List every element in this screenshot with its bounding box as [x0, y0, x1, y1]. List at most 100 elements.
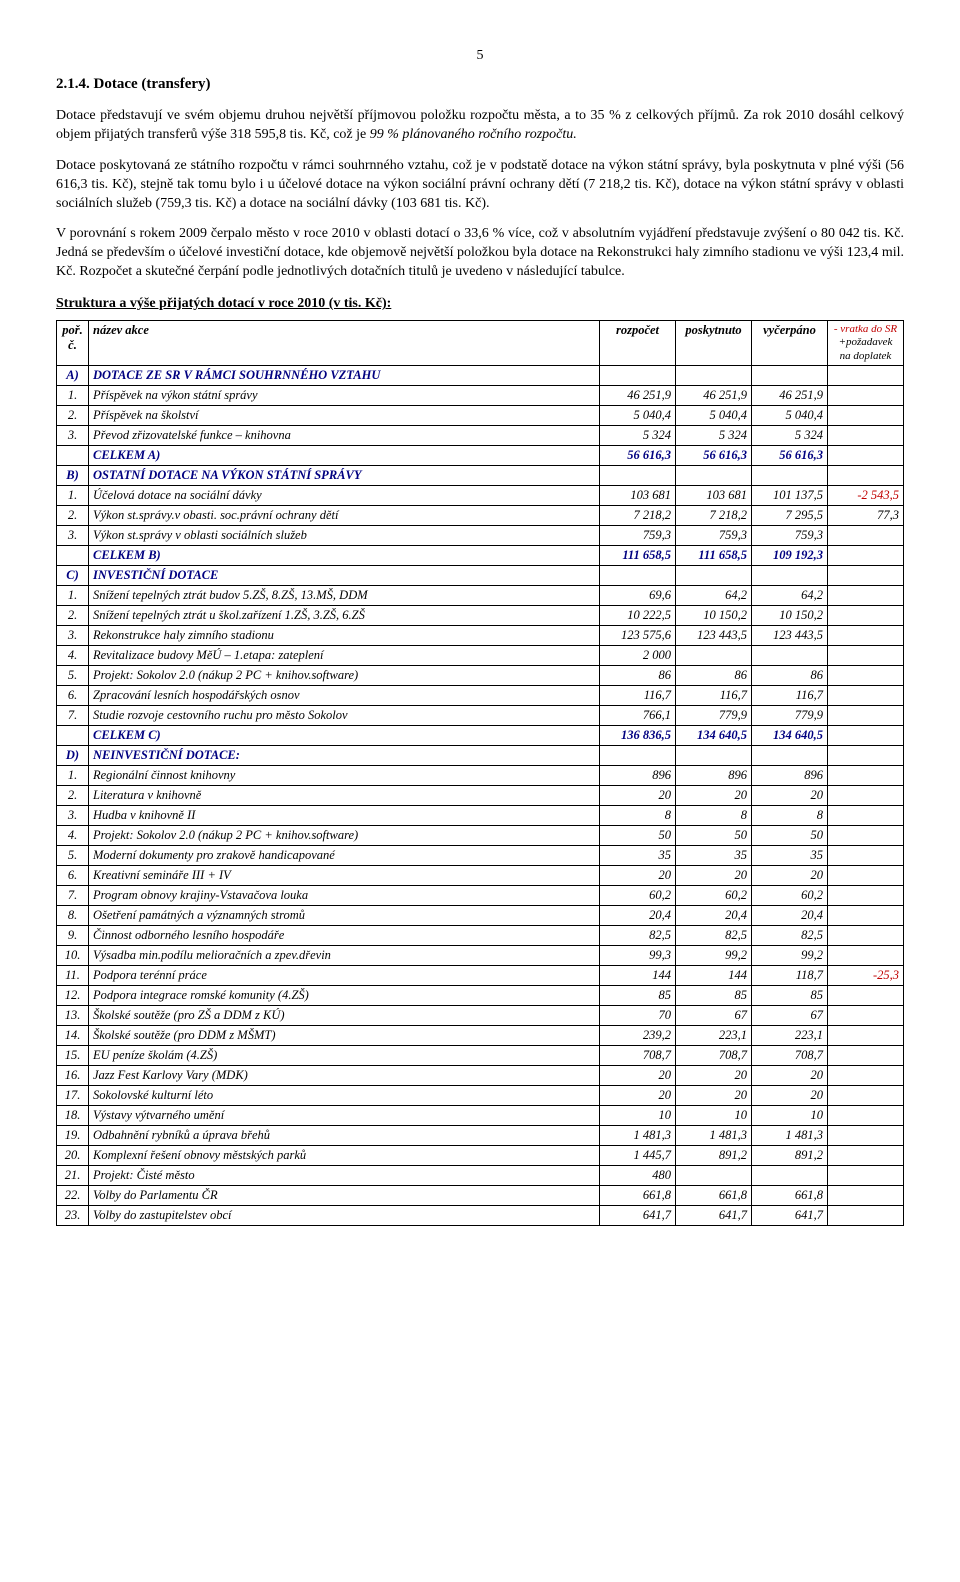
table-row: 2.Snížení tepelných ztrát u škol.zařízen…: [57, 605, 904, 625]
cell-v: 5 040,4: [752, 405, 828, 425]
cell-r: 480: [600, 1165, 676, 1185]
cell-idx: 18.: [57, 1105, 89, 1125]
cell-idx: 1.: [57, 765, 89, 785]
table-row: D)NEINVESTIČNÍ DOTACE:: [57, 745, 904, 765]
cell-p: 5 040,4: [676, 405, 752, 425]
cell-delta: [828, 1085, 904, 1105]
cell-delta: [828, 845, 904, 865]
cell-v: [752, 465, 828, 485]
cell-delta: [828, 725, 904, 745]
cell-delta: [828, 825, 904, 845]
cell-idx: 4.: [57, 645, 89, 665]
cell-name: Účelová dotace na sociální dávky: [89, 485, 600, 505]
table-row: 7.Studie rozvoje cestovního ruchu pro mě…: [57, 705, 904, 725]
table-row: CELKEM B)111 658,5111 658,5109 192,3: [57, 545, 904, 565]
cell-v: 708,7: [752, 1045, 828, 1065]
cell-name: Projekt: Čisté město: [89, 1165, 600, 1185]
table-row: 6.Zpracování lesních hospodářských osnov…: [57, 685, 904, 705]
cell-r: 136 836,5: [600, 725, 676, 745]
cell-name: Moderní dokumenty pro zrakově handicapov…: [89, 845, 600, 865]
cell-p: 7 218,2: [676, 505, 752, 525]
cell-v: 1 481,3: [752, 1125, 828, 1145]
cell-delta: [828, 865, 904, 885]
cell-v: 10: [752, 1105, 828, 1125]
cell-r: [600, 465, 676, 485]
cell-delta: [828, 1025, 904, 1045]
cell-r: 1 445,7: [600, 1145, 676, 1165]
cell-name: INVESTIČNÍ DOTACE: [89, 565, 600, 585]
cell-delta: [828, 1185, 904, 1205]
cell-idx: C): [57, 565, 89, 585]
cell-idx: 7.: [57, 885, 89, 905]
table-row: B)OSTATNÍ DOTACE NA VÝKON STÁTNÍ SPRÁVY: [57, 465, 904, 485]
cell-idx: [57, 445, 89, 465]
cell-delta: [828, 785, 904, 805]
cell-p: 50: [676, 825, 752, 845]
col-rozpocet: rozpočet: [600, 321, 676, 366]
cell-r: 35: [600, 845, 676, 865]
col-vratka: - vratka do SR +požadavek na doplatek: [828, 321, 904, 366]
cell-delta: [828, 1105, 904, 1125]
cell-delta: [828, 605, 904, 625]
cell-delta: [828, 425, 904, 445]
cell-name: Snížení tepelných ztrát u škol.zařízení …: [89, 605, 600, 625]
cell-name: CELKEM B): [89, 545, 600, 565]
table-row: 1.Příspěvek na výkon státní správy46 251…: [57, 385, 904, 405]
table-row: 8.Ošetření památných a významných stromů…: [57, 905, 904, 925]
cell-v: [752, 645, 828, 665]
cell-r: 5 324: [600, 425, 676, 445]
cell-v: 67: [752, 1005, 828, 1025]
cell-r: 7 218,2: [600, 505, 676, 525]
paragraph-3: V porovnání s rokem 2009 čerpalo město v…: [56, 225, 904, 282]
table-row: 7.Program obnovy krajiny-Vstavačova louk…: [57, 885, 904, 905]
cell-v: 661,8: [752, 1185, 828, 1205]
table-row: 11.Podpora terénní práce144144118,7-25,3: [57, 965, 904, 985]
table-header-row: poř. č. název akce rozpočet poskytnuto v…: [57, 321, 904, 366]
cell-name: Projekt: Sokolov 2.0 (nákup 2 PC + kniho…: [89, 825, 600, 845]
cell-p: 20: [676, 785, 752, 805]
cell-p: 103 681: [676, 485, 752, 505]
cell-name: Příspěvek na výkon státní správy: [89, 385, 600, 405]
cell-delta: [828, 665, 904, 685]
cell-p: 223,1: [676, 1025, 752, 1045]
cell-idx: 23.: [57, 1205, 89, 1225]
paragraph-2: Dotace poskytovaná ze státního rozpočtu …: [56, 157, 904, 214]
cell-r: [600, 365, 676, 385]
cell-r: 85: [600, 985, 676, 1005]
cell-idx: 15.: [57, 1045, 89, 1065]
table-row: 23.Volby do zastupitelstev obcí641,7641,…: [57, 1205, 904, 1225]
cell-v: 20: [752, 1085, 828, 1105]
cell-r: 69,6: [600, 585, 676, 605]
table-row: 9.Činnost odborného lesního hospodáře82,…: [57, 925, 904, 945]
table-row: 10.Výsadba min.podílu melioračních a zpe…: [57, 945, 904, 965]
cell-p: [676, 1165, 752, 1185]
cell-v: 109 192,3: [752, 545, 828, 565]
cell-v: 8: [752, 805, 828, 825]
cell-delta: [828, 1045, 904, 1065]
page-number: 5: [56, 48, 904, 64]
cell-p: 123 443,5: [676, 625, 752, 645]
table-row: 16.Jazz Fest Karlovy Vary (MDK)202020: [57, 1065, 904, 1085]
cell-p: 82,5: [676, 925, 752, 945]
cell-p: 60,2: [676, 885, 752, 905]
cell-p: 8: [676, 805, 752, 825]
cell-v: 46 251,9: [752, 385, 828, 405]
cell-idx: 19.: [57, 1125, 89, 1145]
cell-v: 10 150,2: [752, 605, 828, 625]
cell-idx: 8.: [57, 905, 89, 925]
cell-v: 101 137,5: [752, 485, 828, 505]
cell-p: 67: [676, 1005, 752, 1025]
cell-p: [676, 745, 752, 765]
cell-p: 641,7: [676, 1205, 752, 1225]
cell-name: Program obnovy krajiny-Vstavačova louka: [89, 885, 600, 905]
cell-r: 20,4: [600, 905, 676, 925]
cell-idx: 6.: [57, 685, 89, 705]
table-row: 4.Revitalizace budovy MěÚ – 1.etapa: zat…: [57, 645, 904, 665]
cell-p: 10: [676, 1105, 752, 1125]
cell-name: DOTACE ZE SR V RÁMCI SOUHRNNÉHO VZTAHU: [89, 365, 600, 385]
cell-v: 896: [752, 765, 828, 785]
cell-delta: [828, 705, 904, 725]
cell-v: 86: [752, 665, 828, 685]
cell-name: Komplexní řešení obnovy městských parků: [89, 1145, 600, 1165]
cell-idx: 10.: [57, 945, 89, 965]
